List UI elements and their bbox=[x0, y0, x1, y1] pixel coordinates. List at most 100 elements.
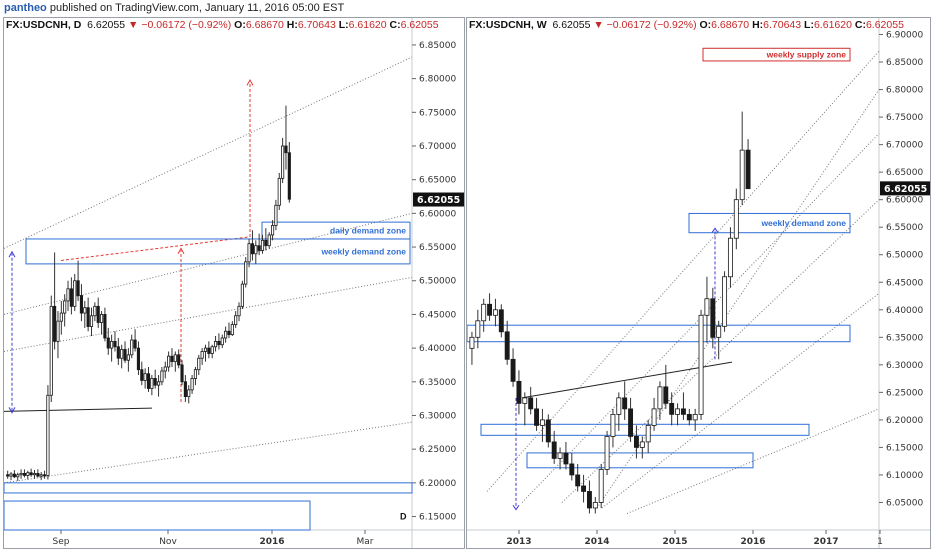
weekly-legend: FX:USDCNH, W 6.62055 ▼ −0.06172 (−0.92%)… bbox=[469, 19, 904, 31]
candle-body bbox=[133, 339, 137, 349]
channel-line bbox=[596, 89, 880, 509]
candle-body bbox=[224, 330, 228, 339]
demand-zone-box[interactable] bbox=[688, 212, 851, 234]
y-tick-label: 6.40000 bbox=[419, 344, 456, 354]
channel-line bbox=[4, 276, 413, 352]
candle-body bbox=[230, 324, 234, 336]
candle-body bbox=[150, 378, 154, 389]
measured-move-line bbox=[60, 236, 250, 262]
candle-body bbox=[29, 472, 33, 476]
demand-zone-box[interactable] bbox=[480, 423, 810, 436]
x-tick-label: 2014 bbox=[584, 537, 609, 547]
candle-body bbox=[487, 303, 493, 316]
candle-body bbox=[99, 314, 104, 323]
daily-interval: D bbox=[73, 19, 82, 31]
candle-body bbox=[143, 373, 147, 381]
candle-body bbox=[22, 473, 27, 476]
daily-open: 6.68670 bbox=[245, 19, 284, 31]
weekly-open: 6.68670 bbox=[711, 19, 750, 31]
daily-change: −0.06172 (−0.92%) bbox=[141, 19, 232, 31]
y-tick-label: 6.75000 bbox=[419, 108, 456, 118]
weekly-chart-svg[interactable]: 6.05000 6.10000 6.15000 6.20000 6.25000 6.300… bbox=[467, 18, 930, 548]
candle-body bbox=[146, 373, 151, 389]
candle-body bbox=[197, 357, 201, 371]
candle-body bbox=[110, 340, 114, 349]
candle-body bbox=[106, 337, 110, 349]
trend-line bbox=[521, 361, 733, 399]
x-tick-label: 2016 bbox=[259, 537, 284, 547]
daily-chart-pane[interactable]: 6.15000 6.20000 6.25000 6.30000 6.35000 6.400… bbox=[3, 17, 465, 549]
daily-price: 6.62055 bbox=[87, 19, 126, 31]
y-tick-label: 6.80000 bbox=[419, 75, 456, 85]
candle-body bbox=[704, 298, 710, 316]
candle-body bbox=[739, 149, 745, 201]
candle-body bbox=[610, 413, 616, 437]
candle-body bbox=[675, 408, 681, 415]
candle-body bbox=[36, 473, 40, 477]
candle-body bbox=[270, 225, 275, 236]
x-tick-label: Nov bbox=[159, 537, 177, 547]
candle-body bbox=[522, 397, 528, 404]
candle-body bbox=[722, 276, 728, 327]
candle-body bbox=[16, 474, 20, 478]
y-tick-label: 6.40000 bbox=[886, 306, 923, 316]
candle-body bbox=[39, 474, 43, 477]
header-bar: pantheo published on TradingView.com, Ja… bbox=[0, 0, 932, 16]
candle-body bbox=[575, 474, 581, 487]
y-tick-label: 6.85000 bbox=[886, 58, 923, 68]
candle-body bbox=[475, 320, 481, 338]
candle-body bbox=[234, 315, 238, 325]
author-name[interactable]: pantheo bbox=[4, 2, 47, 14]
candle-body bbox=[510, 358, 516, 382]
publish-info: published on TradingView.com, January 11… bbox=[49, 2, 345, 14]
demand-zone-box[interactable] bbox=[25, 238, 411, 265]
y-tick-label: 6.60000 bbox=[419, 209, 456, 219]
candle-body bbox=[569, 463, 575, 476]
weekly-symbol: FX:USDCNH bbox=[469, 19, 531, 31]
channel-line bbox=[486, 50, 880, 492]
candle-body bbox=[183, 381, 187, 398]
arrow-head-icon bbox=[512, 504, 520, 511]
demand-zone-box[interactable] bbox=[526, 452, 754, 469]
y-tick-label: 6.15000 bbox=[419, 513, 456, 523]
candle-body bbox=[227, 330, 231, 336]
daily-high: 6.70643 bbox=[297, 19, 336, 31]
channel-line bbox=[4, 421, 413, 484]
zone-label: weekly demand zone bbox=[320, 246, 406, 256]
candle-body bbox=[545, 419, 551, 443]
weekly-high-label: H: bbox=[752, 19, 764, 31]
candle-body bbox=[180, 364, 184, 383]
candle-body bbox=[69, 288, 73, 307]
daily-chart-svg[interactable]: 6.15000 6.20000 6.25000 6.30000 6.35000 6.400… bbox=[4, 18, 464, 548]
candle-body bbox=[86, 307, 90, 327]
demand-zone-box[interactable] bbox=[467, 324, 851, 343]
candle-body bbox=[120, 349, 124, 359]
y-tick-label: 6.45000 bbox=[886, 278, 923, 288]
candle-body bbox=[123, 349, 127, 361]
weekly-low-label: L: bbox=[804, 19, 814, 31]
candle-body bbox=[56, 320, 60, 342]
candle-body bbox=[244, 261, 248, 285]
demand-zone-box[interactable] bbox=[4, 500, 311, 531]
supply-zone-box[interactable] bbox=[702, 47, 851, 62]
arrow-head-icon bbox=[177, 247, 185, 255]
candle-body bbox=[187, 389, 191, 398]
candle-body bbox=[604, 436, 610, 470]
weekly-chart-pane[interactable]: 6.05000 6.10000 6.15000 6.20000 6.25000 6.300… bbox=[466, 17, 931, 549]
candle-body bbox=[63, 300, 67, 314]
y-tick-label: 6.30000 bbox=[886, 361, 923, 371]
demand-zone-box[interactable] bbox=[4, 482, 413, 494]
x-tick-label: Mar bbox=[357, 537, 374, 547]
candle-body bbox=[498, 309, 504, 333]
candle-body bbox=[733, 199, 739, 239]
x-tick-label: 2015 bbox=[662, 537, 687, 547]
candle-body bbox=[657, 386, 663, 410]
y-tick-label: 6.10000 bbox=[886, 471, 923, 481]
candle-body bbox=[6, 474, 10, 477]
candle-body bbox=[113, 340, 117, 348]
candle-body bbox=[136, 347, 141, 371]
candle-body bbox=[267, 234, 271, 247]
candle-body bbox=[663, 386, 669, 404]
candle-body bbox=[46, 394, 50, 476]
y-tick-label: 6.55000 bbox=[419, 243, 456, 253]
